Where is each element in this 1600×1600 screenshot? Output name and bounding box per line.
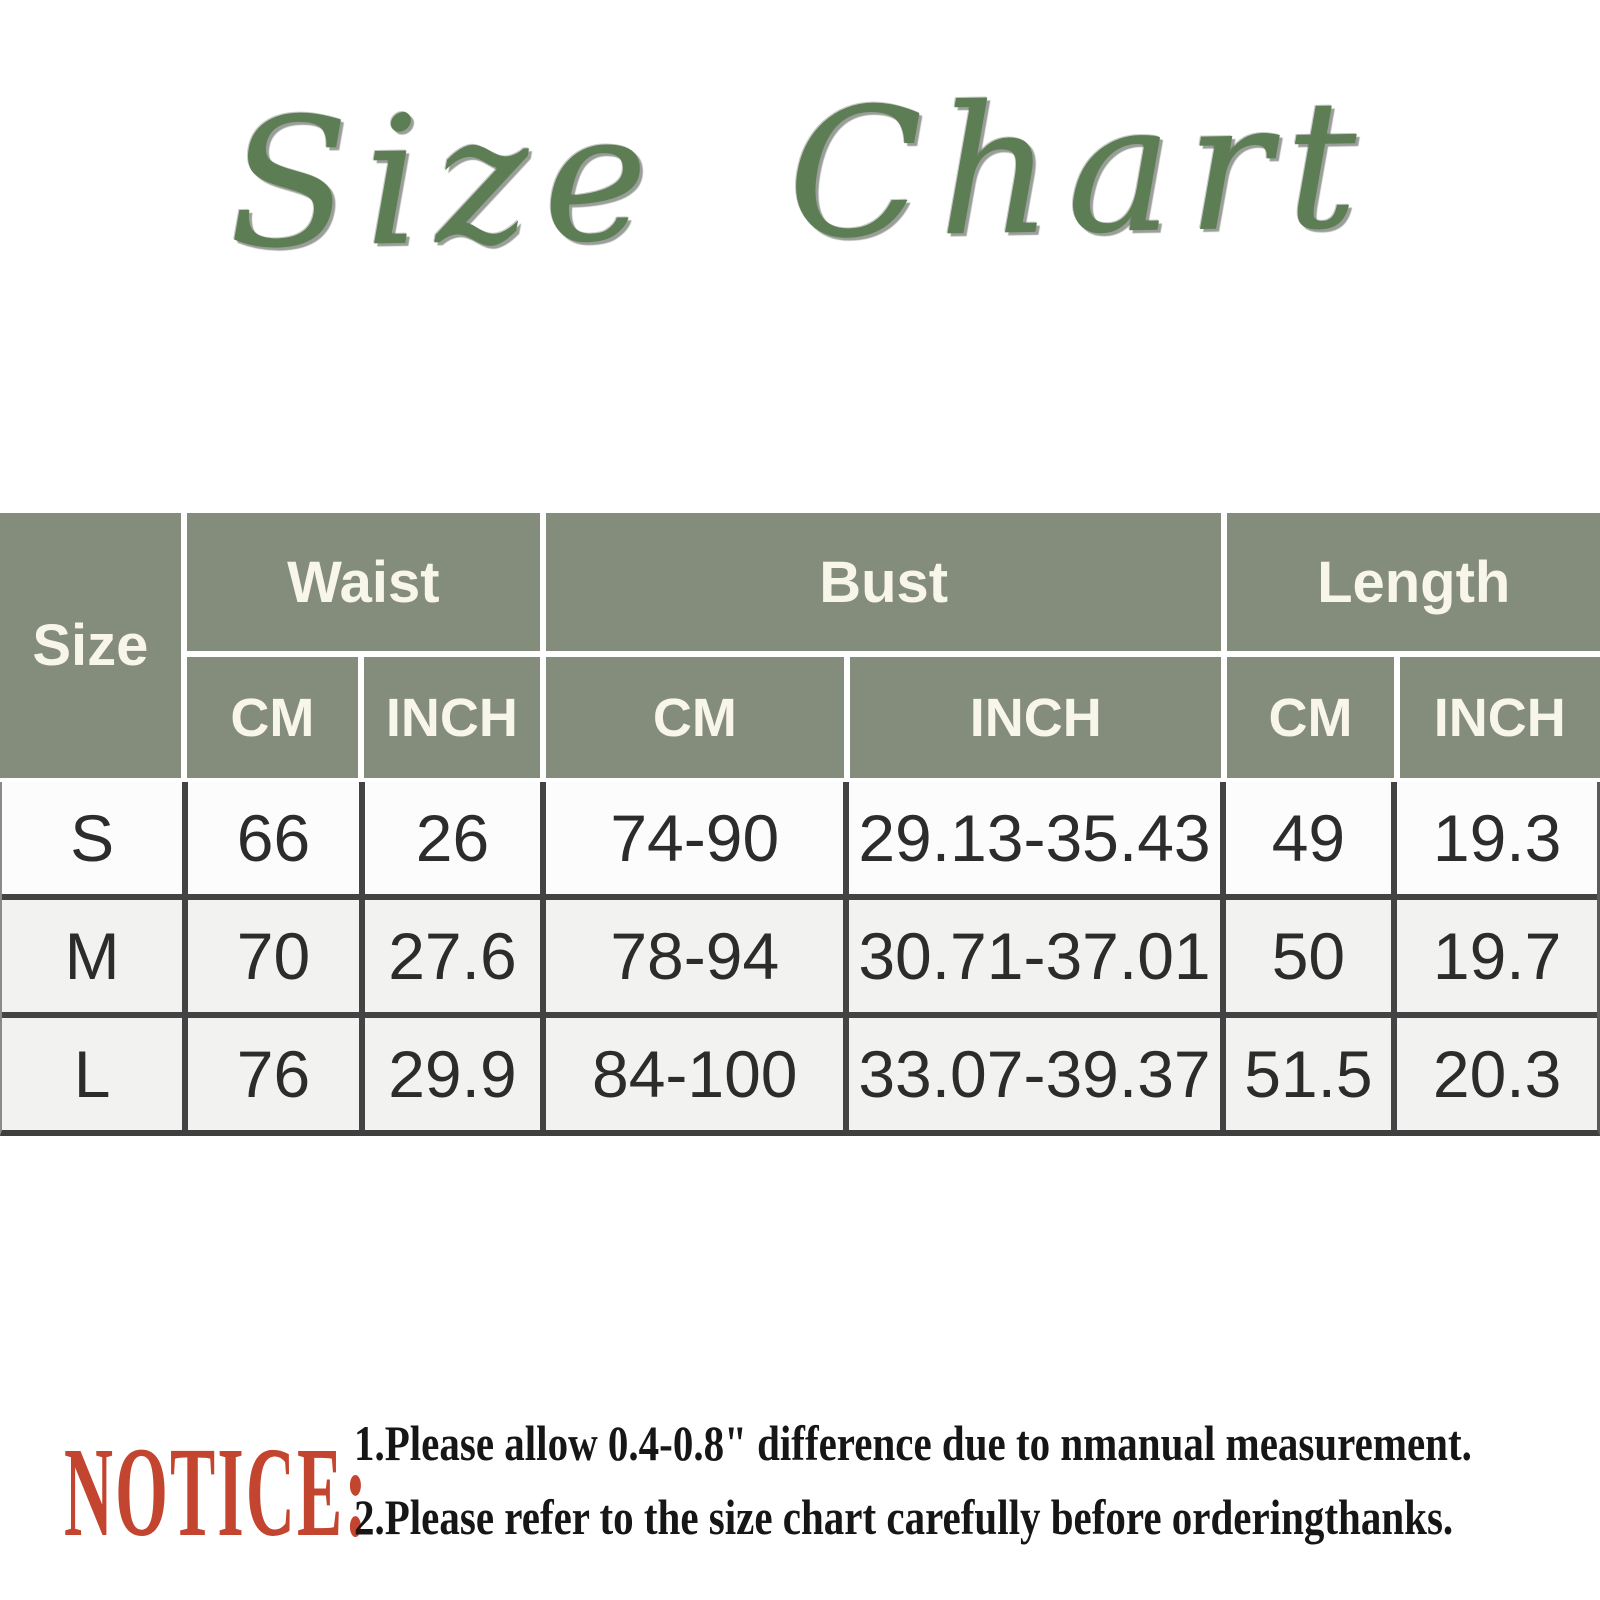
notice-label: NOTICE:	[64, 1421, 370, 1563]
cell-size: S	[2, 782, 183, 894]
header-bust-inch: INCH	[849, 657, 1222, 778]
cell-size: M	[2, 900, 183, 1012]
cell-waist-inch: 27.6	[364, 900, 541, 1012]
cell-waist-inch: 29.9	[364, 1018, 541, 1130]
size-chart-table: Size Waist Bust Length CM INCH CM INCH C…	[0, 513, 1600, 1136]
cell-length-cm: 49	[1225, 782, 1392, 894]
cell-bust-cm: 84-100	[546, 1018, 844, 1130]
cell-waist-cm: 70	[188, 900, 359, 1012]
header-waist-inch: INCH	[363, 657, 540, 778]
cell-length-cm: 50	[1225, 900, 1392, 1012]
cell-length-cm: 51.5	[1225, 1018, 1392, 1130]
notice-line-1: 1.Please allow 0.4-0.8" difference due t…	[354, 1415, 1472, 1471]
header-bust-cm: CM	[545, 657, 844, 778]
cell-length-inch: 19.3	[1397, 782, 1597, 894]
cell-length-inch: 19.7	[1397, 900, 1597, 1012]
cell-size: L	[2, 1018, 183, 1130]
title-area: Size Chart	[0, 55, 1600, 295]
header-waist-cm: CM	[186, 657, 358, 778]
table-body: S 66 26 74-90 29.13-35.43 49 19.3 M 70 2…	[0, 782, 1600, 1136]
cell-bust-cm: 78-94	[546, 900, 844, 1012]
cell-length-inch: 20.3	[1397, 1018, 1597, 1130]
notice-line-2: 2.Please refer to the size chart careful…	[354, 1489, 1454, 1545]
cell-bust-inch: 30.71-37.01	[849, 900, 1220, 1012]
notice-lines: 1.Please allow 0.4-0.8" difference due t…	[354, 1398, 1554, 1554]
header-length: Length	[1227, 513, 1600, 651]
cell-bust-inch: 29.13-35.43	[849, 782, 1220, 894]
cell-waist-cm: 76	[188, 1018, 359, 1130]
header-waist: Waist	[186, 513, 540, 651]
cell-waist-cm: 66	[188, 782, 359, 894]
page-title: Size Chart	[226, 61, 1374, 288]
cell-waist-inch: 26	[364, 782, 541, 894]
header-length-inch: INCH	[1399, 657, 1600, 778]
header-length-cm: CM	[1227, 657, 1394, 778]
notice-section: NOTICE: 1.Please allow 0.4-0.8" differen…	[64, 1398, 1554, 1588]
table-header: Size Waist Bust Length CM INCH CM INCH C…	[0, 513, 1600, 778]
cell-bust-inch: 33.07-39.37	[849, 1018, 1220, 1130]
cell-bust-cm: 74-90	[546, 782, 844, 894]
header-bust: Bust	[545, 513, 1222, 651]
header-size: Size	[0, 513, 181, 778]
